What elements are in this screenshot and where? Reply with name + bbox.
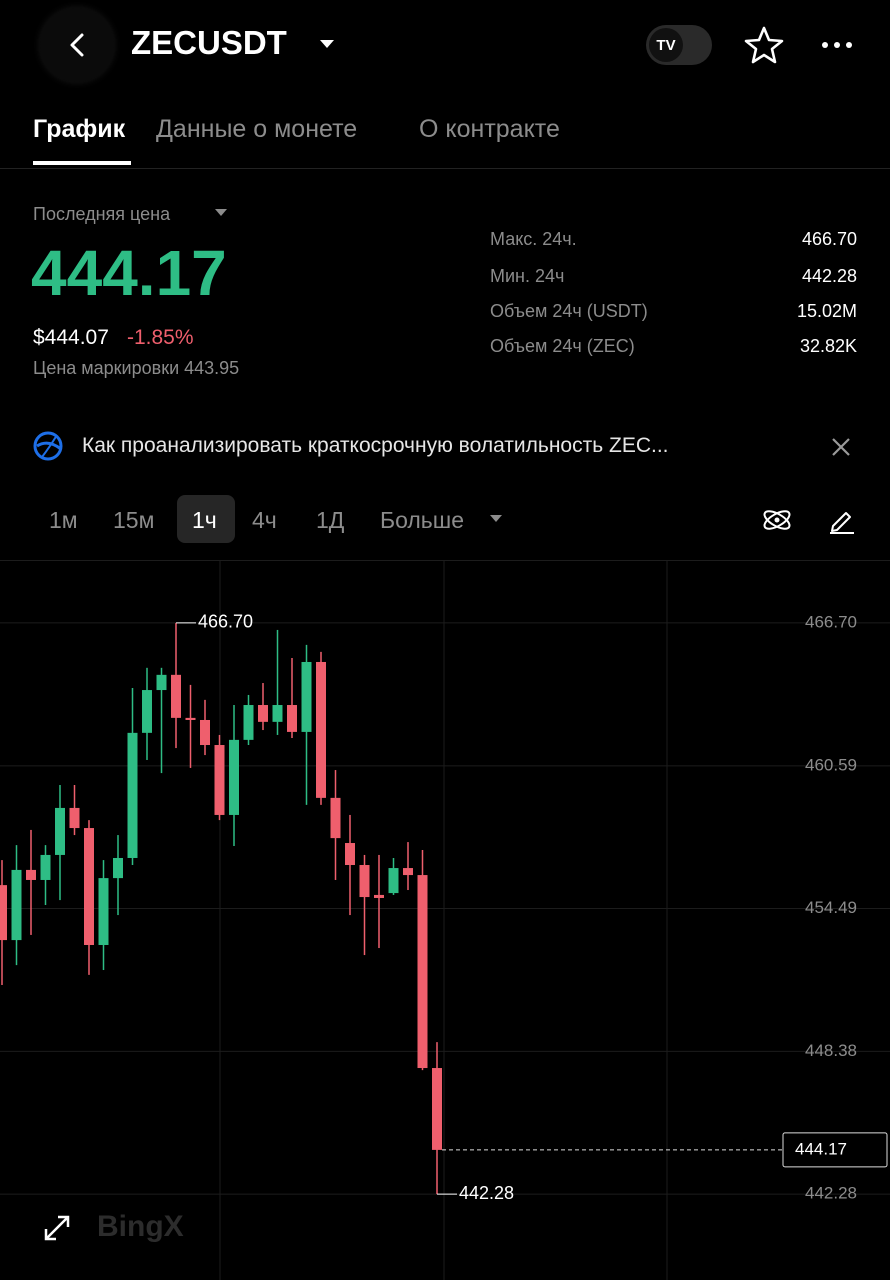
candle-body — [98, 878, 109, 945]
timeframe-selected[interactable]: 1ч — [192, 507, 217, 533]
banner-icon — [33, 431, 63, 461]
tv-icon: TV — [649, 28, 683, 62]
usd-price: $444.07 — [33, 326, 109, 349]
timeframe[interactable]: 1м — [49, 507, 78, 533]
y-tick-label: 448.38 — [805, 1041, 857, 1060]
stat-label: Объем 24ч (USDT) — [490, 301, 648, 321]
tab[interactable]: О контракте — [419, 115, 560, 143]
timeframe[interactable]: 4ч — [252, 507, 277, 533]
price-label[interactable]: Последняя цена — [33, 204, 171, 224]
stat-label: Мин. 24ч — [490, 266, 565, 286]
candle-body — [40, 854, 51, 880]
candle-body — [171, 674, 181, 718]
candle-body — [330, 797, 341, 839]
banner-text[interactable]: Как проанализировать краткосрочную волат… — [82, 434, 669, 457]
low-annotation: 442.28 — [459, 1183, 514, 1203]
back-button[interactable] — [40, 8, 114, 82]
tab[interactable]: Данные о монете — [156, 115, 358, 143]
stat-value: 466.70 — [801, 229, 857, 249]
candle-body — [113, 857, 123, 879]
candle-body — [200, 719, 210, 746]
timeframe-selected-bg — [177, 495, 235, 543]
indicators-icon[interactable] — [760, 503, 794, 537]
symbol[interactable]: ZECUSDT — [131, 24, 287, 61]
mark-price: Цена маркировки 443.95 — [33, 358, 240, 378]
candle-body — [142, 690, 152, 733]
watermark: BingX — [97, 1210, 184, 1243]
price-change: -1.85% — [127, 326, 194, 349]
candle-body — [345, 843, 355, 866]
svg-text:TV: TV — [656, 37, 675, 54]
stat-value: 442.28 — [801, 266, 857, 286]
price-label-dropdown[interactable] — [214, 208, 228, 218]
candle-body — [84, 828, 94, 945]
more-dropdown[interactable] — [489, 514, 503, 524]
candle-body — [388, 868, 399, 894]
back-icon — [70, 33, 84, 57]
timeframe[interactable]: 15м — [113, 507, 155, 533]
price-tag: 444.17 — [795, 1139, 847, 1158]
candle-body — [0, 885, 7, 941]
stat-value: 15.02M — [796, 301, 857, 321]
favorite-star[interactable] — [744, 25, 784, 65]
draw-icon[interactable] — [827, 505, 857, 535]
candle-body — [316, 661, 326, 798]
more-menu[interactable] — [820, 38, 856, 52]
candle-body — [214, 745, 225, 815]
candle-body — [243, 705, 254, 740]
symbol-dropdown[interactable] — [318, 38, 336, 50]
candle-body — [432, 1068, 442, 1150]
candle-body — [272, 705, 283, 722]
candle-body — [301, 661, 312, 732]
stat-label: Объем 24ч (ZEC) — [490, 336, 635, 356]
divider — [0, 168, 890, 169]
candle-body — [359, 865, 370, 898]
y-tick-label: 460.59 — [805, 755, 857, 774]
candle-body — [55, 807, 65, 855]
divider — [0, 560, 890, 561]
last-price: 444.17 — [31, 237, 227, 309]
stat-label: Макс. 24ч. — [490, 229, 577, 249]
tab-active[interactable]: График — [33, 115, 126, 143]
candle-body — [185, 717, 196, 720]
candle-body — [374, 894, 384, 898]
tradingview-toggle[interactable]: TV — [646, 25, 712, 65]
candle-body — [11, 869, 22, 941]
y-tick-label: 466.70 — [805, 612, 857, 631]
y-tick-label: 454.49 — [805, 898, 857, 917]
candle-body — [258, 705, 268, 722]
candlestick-chart: BingX 466.70 460.59 454.49 448.38 442.28 466.… — [0, 560, 890, 1280]
candle-body — [417, 875, 428, 1069]
stat-value: 32.82K — [799, 336, 857, 356]
tab-underline — [33, 161, 131, 165]
candle-body — [69, 807, 80, 829]
candle-body — [127, 732, 138, 858]
candle-body — [287, 705, 297, 732]
expand-icon[interactable] — [44, 1215, 70, 1241]
candle-body — [26, 869, 36, 880]
timeframe[interactable]: 1Д — [316, 507, 345, 533]
candle-body — [403, 868, 413, 876]
price-tag-box — [782, 1132, 888, 1168]
candle-body — [229, 739, 239, 815]
y-tick-label: 442.28 — [805, 1184, 857, 1203]
banner-close[interactable] — [831, 437, 851, 457]
timeframe-more[interactable]: Больше — [380, 507, 465, 533]
high-annotation: 466.70 — [198, 612, 253, 632]
candle-body — [156, 674, 167, 691]
